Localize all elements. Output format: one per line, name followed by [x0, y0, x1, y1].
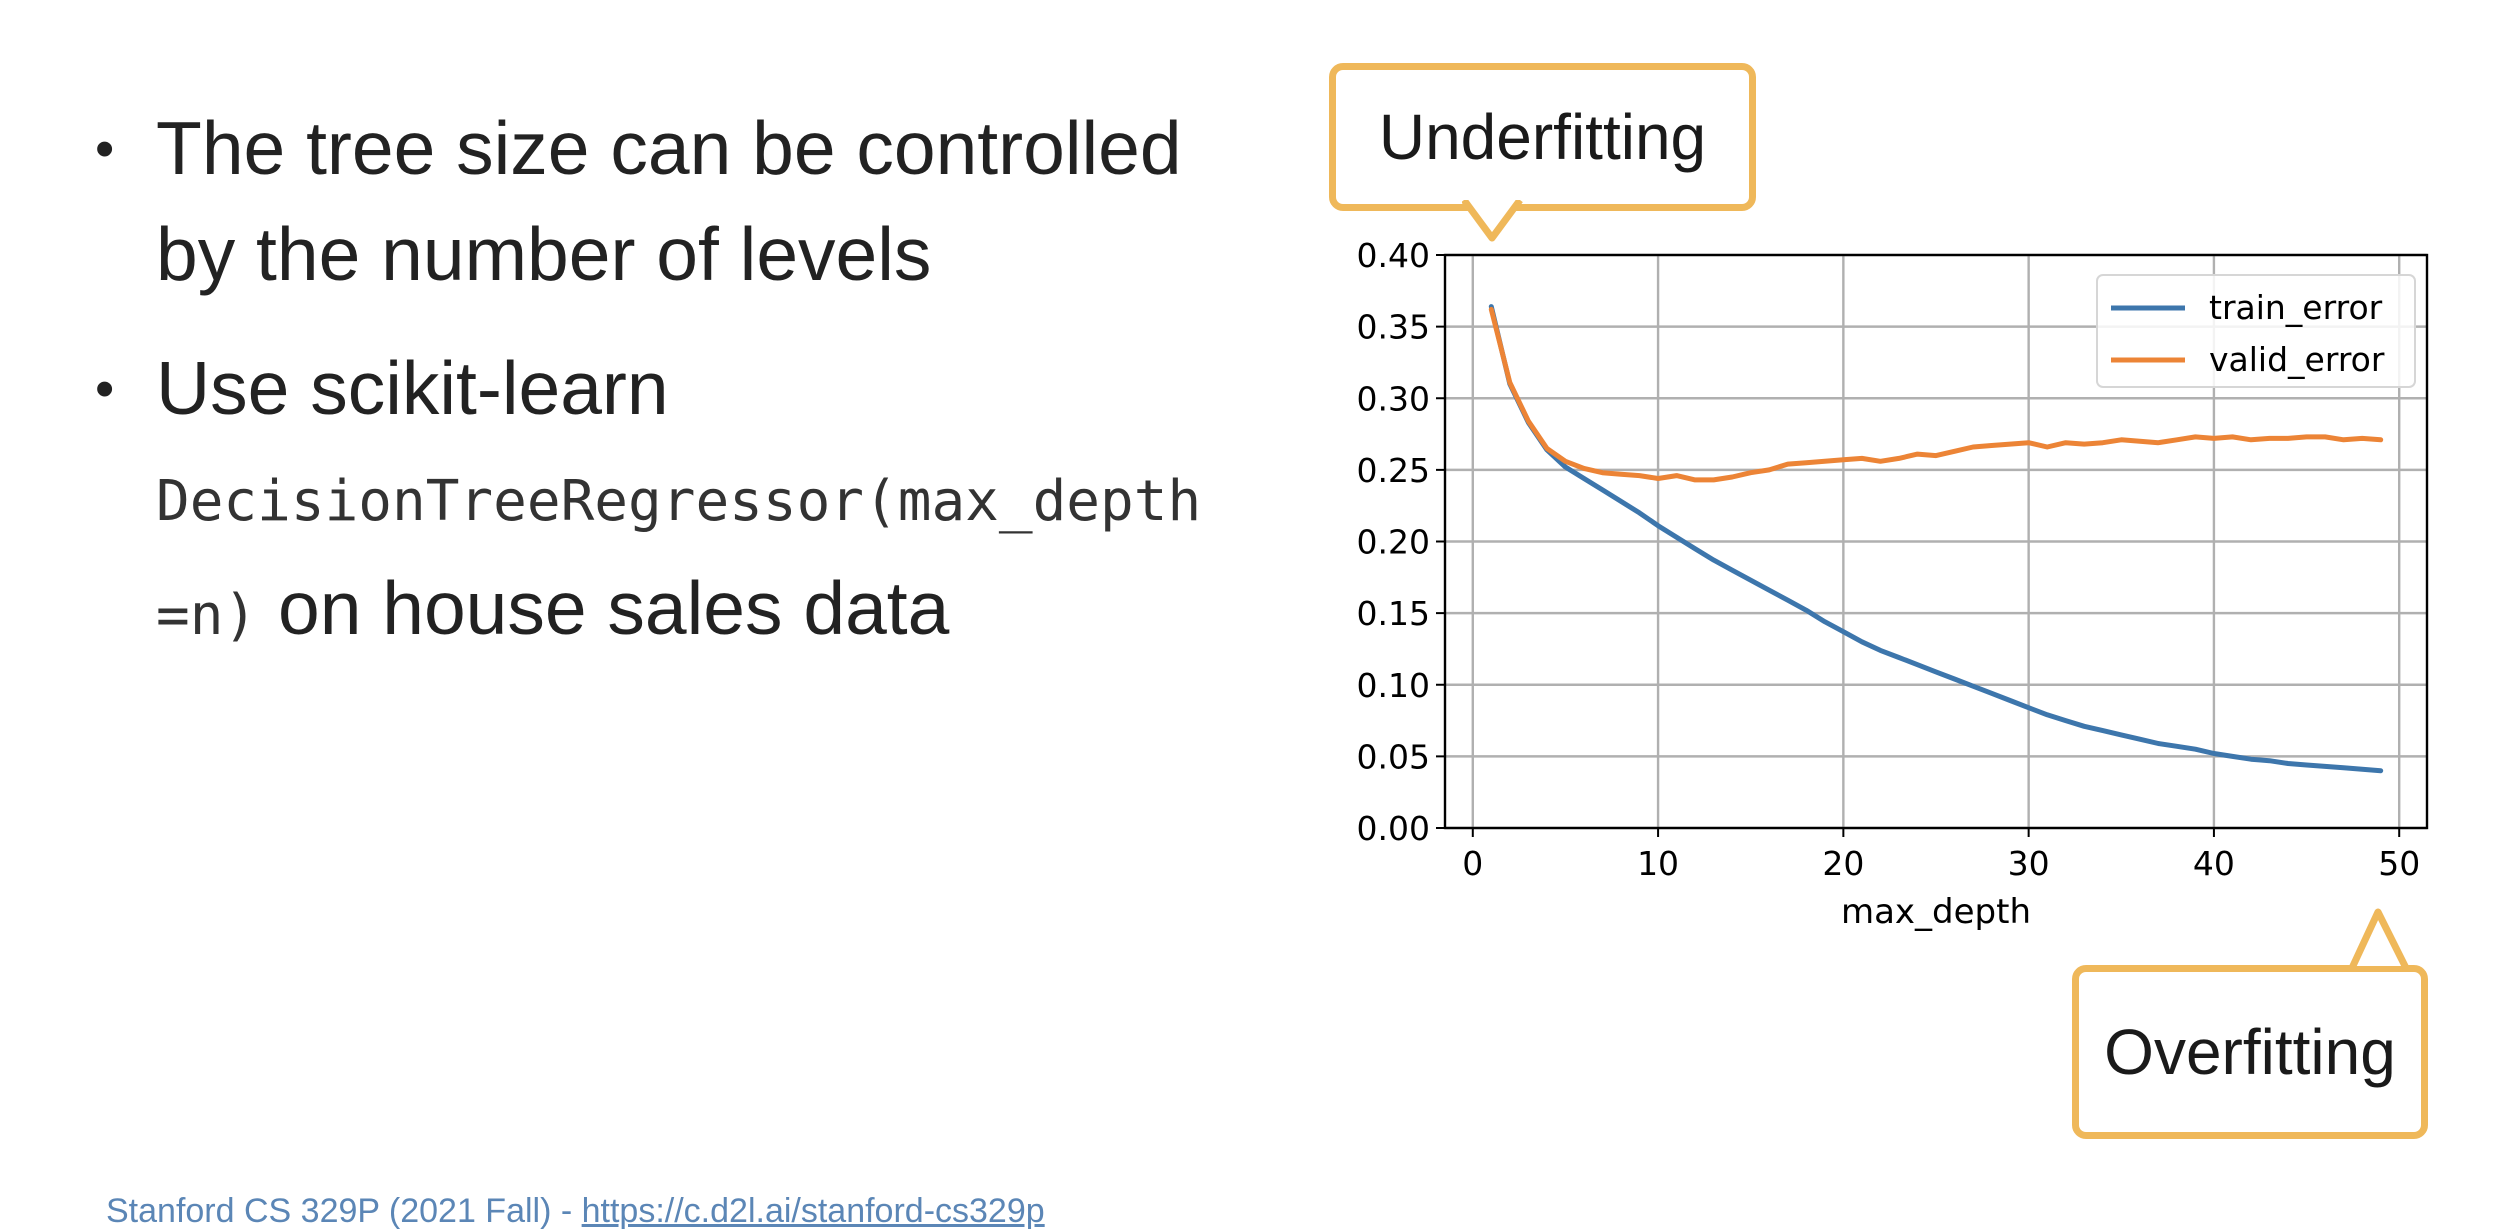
- overfitting-label: Overfitting: [2104, 1016, 2396, 1088]
- bullet-scikit-learn: • Use scikit-learn DecisionTreeRegressor…: [90, 335, 1260, 669]
- x-tick-label: 0: [1462, 844, 1483, 883]
- overfitting-callout: Overfitting: [2072, 965, 2428, 1139]
- overfitting-pointer: [2349, 908, 2409, 966]
- bullet-1-line-1: The tree size can be controlled: [156, 106, 1182, 190]
- bullet-tree-size: • The tree size can be controlled by the…: [90, 95, 1260, 307]
- bullet-1-line-2: by the number of levels: [156, 212, 932, 296]
- underfitting-pointer: [1462, 200, 1523, 242]
- y-tick-label: 0.30: [1357, 379, 1430, 418]
- x-tick-label: 50: [2378, 844, 2420, 883]
- code-max-depth-n: =n): [156, 583, 258, 648]
- bullet-dot-icon: •: [95, 117, 115, 179]
- series-line-valid-error: [1488, 306, 2384, 483]
- x-tick-label: 40: [2193, 844, 2235, 883]
- x-tick-label: 30: [2008, 844, 2050, 883]
- y-axis-ticks: 0.00 0.05 0.10 0.15 0.20 0.25 0.30 0.35 0.40: [1357, 236, 1445, 848]
- footer: Stanford CS 329P (2021 Fall) - https://c…: [106, 1192, 1045, 1231]
- chart-legend: train_error valid_error: [2096, 274, 2416, 388]
- bullet-2-text-after: on house sales data: [257, 566, 950, 650]
- x-tick-label: 10: [1637, 844, 1679, 883]
- y-tick-label: 0.40: [1357, 236, 1430, 275]
- bullet-2-line-1: Use scikit-learn: [156, 346, 669, 430]
- y-tick-label: 0.10: [1357, 666, 1430, 705]
- y-tick-label: 0.25: [1357, 451, 1430, 490]
- x-axis-ticks: 0 10 20 30 40 50: [1462, 828, 2420, 883]
- x-tick-label: 20: [1822, 844, 1864, 883]
- legend-label: valid_error: [2209, 340, 2385, 379]
- code-decision-tree: DecisionTreeRegressor(max_depth: [156, 469, 1202, 534]
- error-vs-depth-chart: 0 10 20 30 40 50 0.00 0.05 0.10 0.15 0.20 0.25 0.30…: [1357, 236, 2429, 932]
- y-tick-label: 0.05: [1357, 737, 1430, 776]
- footer-text: Stanford CS 329P (2021 Fall) -: [106, 1192, 582, 1230]
- underfitting-label: Underfitting: [1378, 101, 1707, 173]
- footer-link[interactable]: https://c.d2l.ai/stanford-cs329p: [581, 1192, 1045, 1230]
- underfitting-callout: Underfitting: [1329, 63, 1756, 211]
- y-tick-label: 0.00: [1357, 809, 1430, 848]
- chart-series: [1488, 304, 2384, 774]
- x-axis-label: max_depth: [1841, 892, 2031, 932]
- y-tick-label: 0.20: [1357, 523, 1430, 562]
- series-line-train-error: [1488, 304, 2384, 774]
- bullet-dot-icon: •: [95, 357, 115, 419]
- bullet-list: • The tree size can be controlled by the…: [90, 95, 1260, 669]
- y-tick-label: 0.15: [1357, 594, 1430, 633]
- legend-label: train_error: [2209, 288, 2383, 327]
- y-tick-label: 0.35: [1357, 308, 1430, 347]
